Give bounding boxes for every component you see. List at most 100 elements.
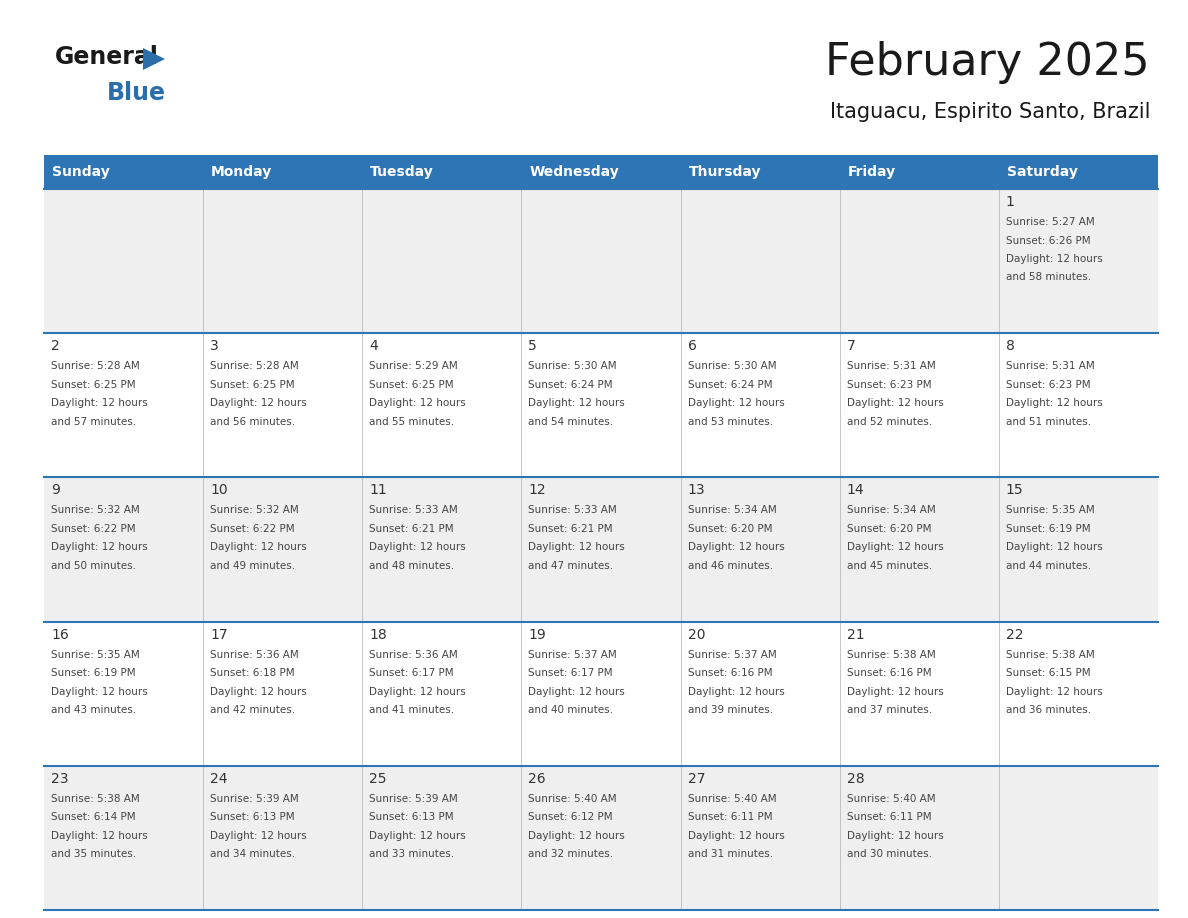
Text: Sunrise: 5:38 AM: Sunrise: 5:38 AM bbox=[1006, 650, 1094, 660]
Text: Daylight: 12 hours: Daylight: 12 hours bbox=[847, 831, 943, 841]
Text: and 52 minutes.: and 52 minutes. bbox=[847, 417, 931, 427]
Text: Sunrise: 5:33 AM: Sunrise: 5:33 AM bbox=[529, 506, 618, 515]
Bar bbox=[44, 333, 1158, 477]
Text: 11: 11 bbox=[369, 484, 387, 498]
Text: 25: 25 bbox=[369, 772, 387, 786]
Bar bbox=[44, 621, 1158, 766]
Bar bbox=[44, 189, 1158, 333]
Text: 5: 5 bbox=[529, 339, 537, 353]
Text: and 50 minutes.: and 50 minutes. bbox=[51, 561, 135, 571]
Text: and 37 minutes.: and 37 minutes. bbox=[847, 705, 931, 715]
Text: Sunset: 6:23 PM: Sunset: 6:23 PM bbox=[1006, 380, 1091, 390]
Text: Sunrise: 5:40 AM: Sunrise: 5:40 AM bbox=[688, 794, 776, 804]
Text: Daylight: 12 hours: Daylight: 12 hours bbox=[210, 398, 307, 409]
Text: Daylight: 12 hours: Daylight: 12 hours bbox=[369, 543, 466, 553]
Text: Daylight: 12 hours: Daylight: 12 hours bbox=[1006, 254, 1102, 264]
Text: and 44 minutes.: and 44 minutes. bbox=[1006, 561, 1091, 571]
Text: Sunset: 6:23 PM: Sunset: 6:23 PM bbox=[847, 380, 931, 390]
Text: Sunrise: 5:32 AM: Sunrise: 5:32 AM bbox=[51, 506, 140, 515]
Text: 1: 1 bbox=[1006, 195, 1015, 209]
Text: Sunrise: 5:28 AM: Sunrise: 5:28 AM bbox=[210, 361, 299, 371]
Text: 6: 6 bbox=[688, 339, 696, 353]
Text: and 31 minutes.: and 31 minutes. bbox=[688, 849, 772, 859]
Text: 13: 13 bbox=[688, 484, 706, 498]
Text: Sunrise: 5:35 AM: Sunrise: 5:35 AM bbox=[1006, 506, 1094, 515]
Text: Sunrise: 5:31 AM: Sunrise: 5:31 AM bbox=[1006, 361, 1094, 371]
Text: 10: 10 bbox=[210, 484, 228, 498]
Text: 7: 7 bbox=[847, 339, 855, 353]
Text: General: General bbox=[55, 45, 159, 69]
Text: Daylight: 12 hours: Daylight: 12 hours bbox=[210, 687, 307, 697]
Text: and 48 minutes.: and 48 minutes. bbox=[369, 561, 455, 571]
Text: Daylight: 12 hours: Daylight: 12 hours bbox=[369, 687, 466, 697]
Text: Sunrise: 5:37 AM: Sunrise: 5:37 AM bbox=[529, 650, 618, 660]
Text: and 55 minutes.: and 55 minutes. bbox=[369, 417, 455, 427]
Text: Sunset: 6:12 PM: Sunset: 6:12 PM bbox=[529, 812, 613, 823]
Text: Daylight: 12 hours: Daylight: 12 hours bbox=[529, 398, 625, 409]
Text: Daylight: 12 hours: Daylight: 12 hours bbox=[1006, 398, 1102, 409]
Text: 12: 12 bbox=[529, 484, 546, 498]
Text: and 53 minutes.: and 53 minutes. bbox=[688, 417, 772, 427]
Text: Sunrise: 5:31 AM: Sunrise: 5:31 AM bbox=[847, 361, 935, 371]
Bar bbox=[44, 477, 1158, 621]
Polygon shape bbox=[143, 48, 165, 70]
Text: Daylight: 12 hours: Daylight: 12 hours bbox=[51, 398, 147, 409]
Text: 14: 14 bbox=[847, 484, 865, 498]
Text: Daylight: 12 hours: Daylight: 12 hours bbox=[51, 543, 147, 553]
Text: Sunset: 6:19 PM: Sunset: 6:19 PM bbox=[1006, 524, 1091, 534]
Text: 27: 27 bbox=[688, 772, 704, 786]
Text: Daylight: 12 hours: Daylight: 12 hours bbox=[688, 687, 784, 697]
Text: and 46 minutes.: and 46 minutes. bbox=[688, 561, 772, 571]
Text: Daylight: 12 hours: Daylight: 12 hours bbox=[51, 831, 147, 841]
Text: Sunset: 6:11 PM: Sunset: 6:11 PM bbox=[688, 812, 772, 823]
Text: and 39 minutes.: and 39 minutes. bbox=[688, 705, 772, 715]
Text: Tuesday: Tuesday bbox=[371, 165, 434, 179]
Text: and 56 minutes.: and 56 minutes. bbox=[210, 417, 296, 427]
Text: Sunset: 6:17 PM: Sunset: 6:17 PM bbox=[369, 668, 454, 678]
Text: Sunrise: 5:27 AM: Sunrise: 5:27 AM bbox=[1006, 217, 1094, 227]
Text: Sunrise: 5:35 AM: Sunrise: 5:35 AM bbox=[51, 650, 140, 660]
Text: and 47 minutes.: and 47 minutes. bbox=[529, 561, 613, 571]
Text: and 36 minutes.: and 36 minutes. bbox=[1006, 705, 1091, 715]
Text: Sunset: 6:11 PM: Sunset: 6:11 PM bbox=[847, 812, 931, 823]
Text: Sunrise: 5:34 AM: Sunrise: 5:34 AM bbox=[847, 506, 935, 515]
Text: Thursday: Thursday bbox=[689, 165, 762, 179]
Text: Sunset: 6:16 PM: Sunset: 6:16 PM bbox=[688, 668, 772, 678]
Text: 15: 15 bbox=[1006, 484, 1024, 498]
Text: Sunrise: 5:36 AM: Sunrise: 5:36 AM bbox=[369, 650, 459, 660]
Text: and 54 minutes.: and 54 minutes. bbox=[529, 417, 613, 427]
Text: Sunset: 6:13 PM: Sunset: 6:13 PM bbox=[210, 812, 295, 823]
Text: and 30 minutes.: and 30 minutes. bbox=[847, 849, 931, 859]
Text: Sunrise: 5:34 AM: Sunrise: 5:34 AM bbox=[688, 506, 776, 515]
Text: 23: 23 bbox=[51, 772, 69, 786]
Text: Blue: Blue bbox=[107, 81, 166, 105]
Text: Sunrise: 5:28 AM: Sunrise: 5:28 AM bbox=[51, 361, 140, 371]
Text: Daylight: 12 hours: Daylight: 12 hours bbox=[51, 687, 147, 697]
Text: 22: 22 bbox=[1006, 628, 1023, 642]
Text: Daylight: 12 hours: Daylight: 12 hours bbox=[688, 398, 784, 409]
Text: Daylight: 12 hours: Daylight: 12 hours bbox=[210, 543, 307, 553]
Text: Monday: Monday bbox=[211, 165, 272, 179]
Text: Daylight: 12 hours: Daylight: 12 hours bbox=[688, 831, 784, 841]
Text: and 34 minutes.: and 34 minutes. bbox=[210, 849, 296, 859]
Text: and 58 minutes.: and 58 minutes. bbox=[1006, 273, 1091, 283]
Text: Daylight: 12 hours: Daylight: 12 hours bbox=[688, 543, 784, 553]
Text: Sunrise: 5:38 AM: Sunrise: 5:38 AM bbox=[51, 794, 140, 804]
Text: February 2025: February 2025 bbox=[826, 40, 1150, 84]
Text: Sunrise: 5:40 AM: Sunrise: 5:40 AM bbox=[847, 794, 935, 804]
Text: 19: 19 bbox=[529, 628, 546, 642]
Text: Sunset: 6:16 PM: Sunset: 6:16 PM bbox=[847, 668, 931, 678]
Text: and 42 minutes.: and 42 minutes. bbox=[210, 705, 296, 715]
Text: 18: 18 bbox=[369, 628, 387, 642]
Text: 26: 26 bbox=[529, 772, 546, 786]
Text: and 40 minutes.: and 40 minutes. bbox=[529, 705, 613, 715]
Text: Sunset: 6:24 PM: Sunset: 6:24 PM bbox=[529, 380, 613, 390]
Text: and 43 minutes.: and 43 minutes. bbox=[51, 705, 137, 715]
Text: Daylight: 12 hours: Daylight: 12 hours bbox=[529, 543, 625, 553]
Text: Sunset: 6:20 PM: Sunset: 6:20 PM bbox=[688, 524, 772, 534]
Text: and 32 minutes.: and 32 minutes. bbox=[529, 849, 613, 859]
Text: Itaguacu, Espirito Santo, Brazil: Itaguacu, Espirito Santo, Brazil bbox=[829, 102, 1150, 122]
Text: Sunrise: 5:39 AM: Sunrise: 5:39 AM bbox=[210, 794, 299, 804]
Text: 28: 28 bbox=[847, 772, 865, 786]
Text: 17: 17 bbox=[210, 628, 228, 642]
